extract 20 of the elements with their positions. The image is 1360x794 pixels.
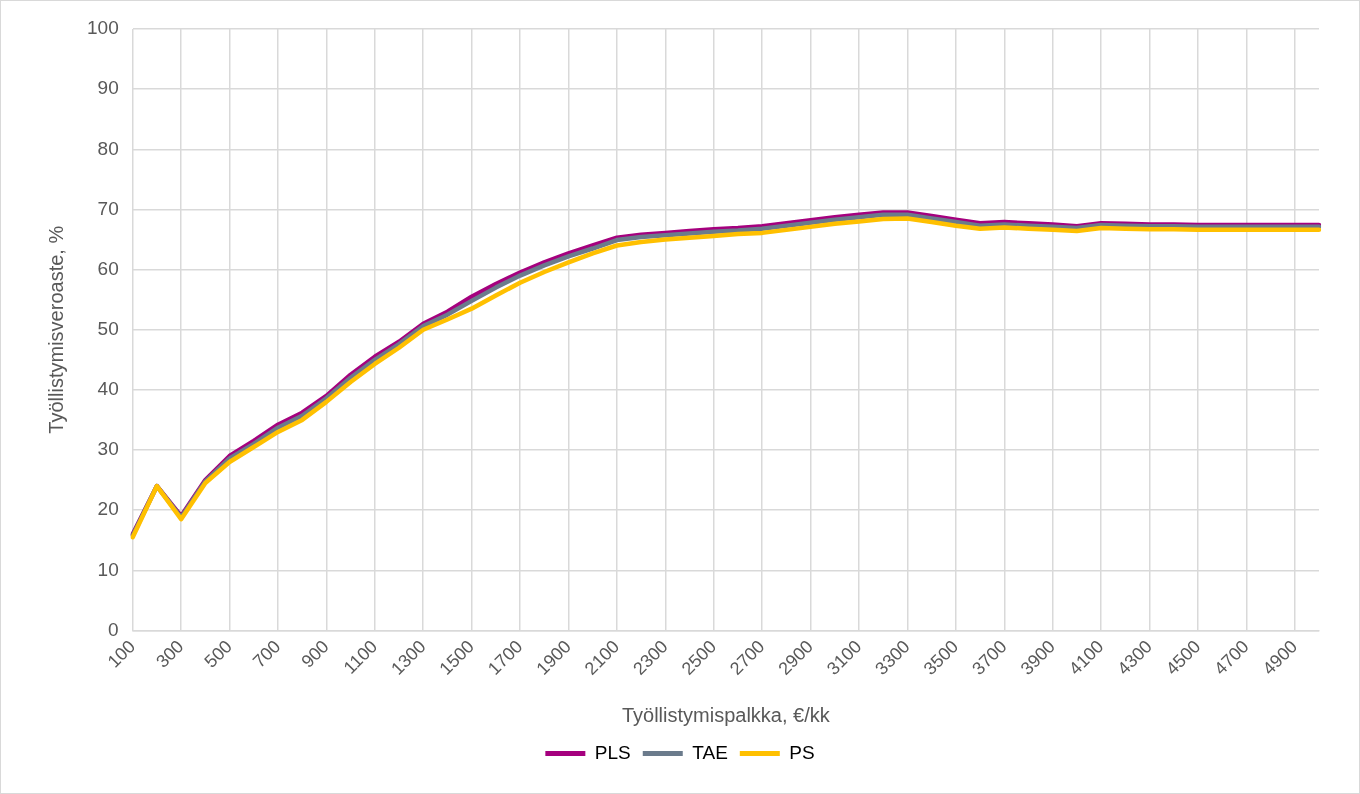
y-tick-label: 0 <box>108 618 119 640</box>
legend-label: TAE <box>692 741 728 763</box>
y-tick-label: 30 <box>97 438 119 460</box>
x-tick-label: 300 <box>152 636 188 672</box>
y-tick-label: 80 <box>97 137 119 159</box>
y-tick-label: 90 <box>97 77 119 99</box>
y-tick-label: 40 <box>97 378 119 400</box>
legend-label: PS <box>789 741 815 763</box>
x-tick-label: 900 <box>297 636 333 672</box>
y-tick-label: 100 <box>87 17 119 39</box>
x-tick-label: 500 <box>200 636 236 672</box>
y-axis-title: Työllistymisveroaste, % <box>44 225 67 434</box>
x-tick-label: 700 <box>248 636 285 672</box>
legend-label: PLS <box>594 741 631 763</box>
y-tick-label: 60 <box>97 257 119 279</box>
y-tick-label: 50 <box>97 317 119 339</box>
y-tick-label: 20 <box>97 498 119 520</box>
y-tick-label: 70 <box>97 197 119 219</box>
y-tick-label: 10 <box>97 558 119 580</box>
x-axis-title: Työllistymispalkka, €/kk <box>621 703 831 726</box>
